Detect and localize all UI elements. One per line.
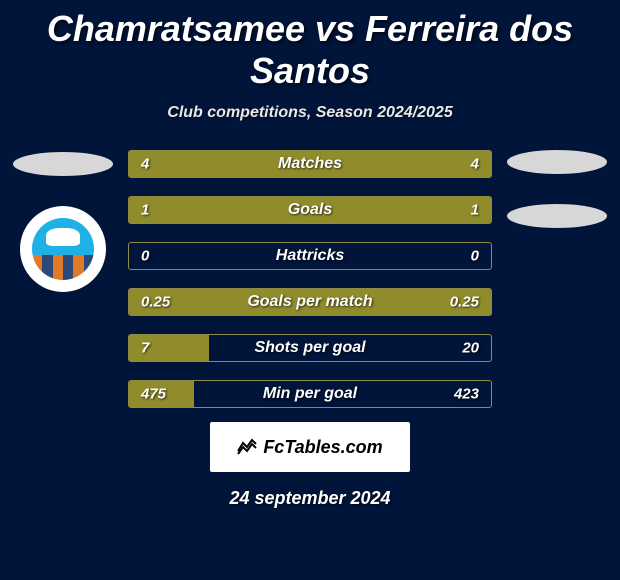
player-right-ellipse-2 xyxy=(507,204,607,228)
stat-row: 1 1 Goals xyxy=(128,196,492,224)
stat-value-left: 0.25 xyxy=(141,294,170,311)
page-title: Chamratsamee vs Ferreira dos Santos xyxy=(0,0,620,92)
stats-bars: 4 4 Matches 1 1 Goals 0 0 Hattricks 0.25 0.25 Goals… xyxy=(128,150,492,408)
stat-label: Hattricks xyxy=(276,247,344,265)
player-right-ellipse-1 xyxy=(507,150,607,174)
stat-row: 0 0 Hattricks xyxy=(128,242,492,270)
player-left-ellipse xyxy=(13,152,113,176)
left-side xyxy=(8,150,118,292)
stat-value-right: 1 xyxy=(471,202,479,219)
bar-fill-right xyxy=(310,197,491,223)
crest-stripes xyxy=(32,255,94,280)
chart-icon xyxy=(237,437,257,457)
right-side xyxy=(502,150,612,228)
stat-value-right: 0.25 xyxy=(450,294,479,311)
stat-value-left: 7 xyxy=(141,340,149,357)
subtitle: Club competitions, Season 2024/2025 xyxy=(0,104,620,122)
stat-label: Matches xyxy=(278,155,342,173)
stat-label: Shots per goal xyxy=(254,339,365,357)
date-text: 24 september 2024 xyxy=(0,488,620,509)
stat-value-right: 0 xyxy=(471,248,479,265)
stat-value-right: 4 xyxy=(471,156,479,173)
club-crest-left xyxy=(20,206,106,292)
stat-row: 0.25 0.25 Goals per match xyxy=(128,288,492,316)
stat-row: 4 4 Matches xyxy=(128,150,492,178)
branding-text: FcTables.com xyxy=(263,437,382,458)
crest-top xyxy=(32,218,94,255)
stat-label: Min per goal xyxy=(263,385,357,403)
stat-value-left: 475 xyxy=(141,386,166,403)
stat-label: Goals xyxy=(288,201,332,219)
stat-value-left: 4 xyxy=(141,156,149,173)
stat-value-left: 0 xyxy=(141,248,149,265)
stat-row: 7 20 Shots per goal xyxy=(128,334,492,362)
horse-icon xyxy=(46,228,80,246)
stat-value-right: 20 xyxy=(462,340,479,357)
stat-label: Goals per match xyxy=(247,293,372,311)
stat-row: 475 423 Min per goal xyxy=(128,380,492,408)
stat-value-left: 1 xyxy=(141,202,149,219)
comparison-content: 4 4 Matches 1 1 Goals 0 0 Hattricks 0.25 0.25 Goals… xyxy=(0,150,620,408)
branding: FcTables.com xyxy=(210,422,410,472)
stat-value-right: 423 xyxy=(454,386,479,403)
bar-fill-left xyxy=(129,197,310,223)
